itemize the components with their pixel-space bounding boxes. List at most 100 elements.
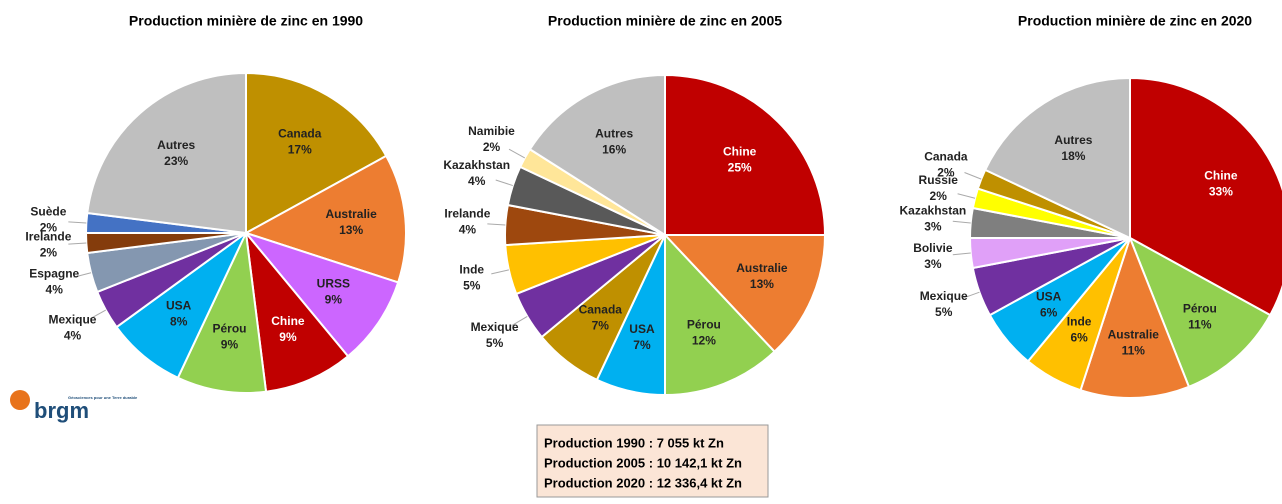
note-box <box>536 424 769 498</box>
slice-value: 4% <box>468 174 486 188</box>
slice-label: Pérou <box>687 317 721 331</box>
leader-line <box>68 242 87 245</box>
slice-value: 3% <box>924 220 942 234</box>
logo-tagline: Géosciences pour une Terre durable <box>68 395 138 400</box>
leader-line <box>957 193 976 199</box>
slice-label: Mexique <box>920 289 968 303</box>
slice-value: 2% <box>937 165 955 179</box>
note-line: Production 1990 : 7 055 kt Zn <box>544 435 724 450</box>
pie-slice <box>1079 235 1191 399</box>
slice-label: Mexique <box>48 313 96 327</box>
slice-label: Canada <box>924 149 968 163</box>
slice-value: 7% <box>633 338 651 352</box>
slice-value: 2% <box>483 140 501 154</box>
pie-slice <box>176 229 268 394</box>
slice-value: 2% <box>40 221 58 235</box>
leader-line <box>952 252 971 256</box>
leader-line <box>491 269 509 275</box>
slice-value: 9% <box>325 293 343 307</box>
chart-title: Production minière de zinc en 2020 <box>1018 13 1252 29</box>
slice-value: 6% <box>1040 305 1058 319</box>
pie-slice <box>244 229 350 393</box>
slice-value: 2% <box>40 246 58 260</box>
slice-label: URSS <box>317 277 350 291</box>
slice-value: 5% <box>935 305 953 319</box>
leader-line <box>487 223 506 226</box>
pie-slice <box>664 73 827 236</box>
slice-value: 33% <box>1209 184 1233 198</box>
slice-label: Kazakhstan <box>443 158 510 172</box>
pie-slice <box>664 232 776 397</box>
slice-value: 9% <box>221 337 239 351</box>
pie-slice <box>243 154 407 284</box>
slice-label: Australie <box>325 207 377 221</box>
slice-value: 6% <box>1070 331 1088 345</box>
slice-value: 7% <box>592 319 610 333</box>
leader-line <box>962 291 980 299</box>
chart-title: Production minière de zinc en 2005 <box>548 13 782 29</box>
pie-slice <box>983 76 1131 240</box>
slice-label: Mexique <box>471 320 519 334</box>
leader-line <box>73 272 92 278</box>
slice-label: Kazakhstan <box>900 204 967 218</box>
pie-slice <box>1129 76 1282 317</box>
slice-value: 4% <box>459 223 477 237</box>
slice-value: 5% <box>486 336 504 350</box>
leader-line <box>511 316 528 327</box>
leader-line <box>964 172 982 180</box>
leader-line <box>495 179 513 187</box>
pie-slice <box>528 73 666 237</box>
slice-value: 13% <box>339 223 363 237</box>
slice-label: Australie <box>1108 328 1160 342</box>
slice-label: Australie <box>736 261 788 275</box>
slice-label: Chine <box>1204 168 1238 182</box>
slice-value: 11% <box>1122 344 1146 358</box>
note-line: Production 2020 : 12 336,4 kt Zn <box>544 475 742 490</box>
slice-value: 4% <box>46 282 64 296</box>
slice-label: Chine <box>723 145 757 159</box>
slice-value: 13% <box>750 277 774 291</box>
leader-line <box>68 221 87 224</box>
note-line: Production 2005 : 10 142,1 kt Zn <box>544 455 742 470</box>
slice-value: 17% <box>288 142 312 156</box>
pie-slice <box>245 71 388 235</box>
slice-value: 2% <box>930 189 948 203</box>
logo-name: brgm <box>34 398 89 423</box>
pie-slice <box>86 71 247 235</box>
slice-label: USA <box>1036 289 1062 303</box>
slice-label: Namibie <box>468 124 515 138</box>
slice-value: 16% <box>602 143 626 157</box>
slice-label: Irelande <box>444 207 490 221</box>
slice-value: 9% <box>279 330 297 344</box>
slice-label: Inde <box>1067 315 1092 329</box>
slice-label: Inde <box>459 262 484 276</box>
slice-label: Pérou <box>212 321 246 335</box>
slice-value: 25% <box>728 161 752 175</box>
leader-line <box>508 148 526 159</box>
slice-label: Pérou <box>1183 301 1217 315</box>
slice-label: Autres <box>1054 133 1092 147</box>
slice-label: USA <box>629 322 655 336</box>
slice-value: 3% <box>924 257 942 271</box>
slice-value: 11% <box>1188 317 1212 331</box>
logo-icon <box>10 390 30 410</box>
slice-label: Espagne <box>29 266 79 280</box>
leader-line <box>952 220 971 224</box>
pie-slice <box>243 230 400 358</box>
leader-line <box>89 309 107 320</box>
slice-label: Canada <box>579 303 623 317</box>
slice-label: Suède <box>30 205 66 219</box>
slice-value: 8% <box>170 315 188 329</box>
slice-label: Autres <box>157 138 195 152</box>
slice-label: Irelande <box>25 230 71 244</box>
pie-slice <box>662 234 827 354</box>
pie-slice <box>1128 235 1272 389</box>
slice-value: 12% <box>692 333 716 347</box>
slice-label: USA <box>166 299 192 313</box>
slice-label: Canada <box>278 126 322 140</box>
slice-label: Autres <box>595 127 633 141</box>
slice-value: 5% <box>463 278 481 292</box>
slice-value: 23% <box>164 154 188 168</box>
